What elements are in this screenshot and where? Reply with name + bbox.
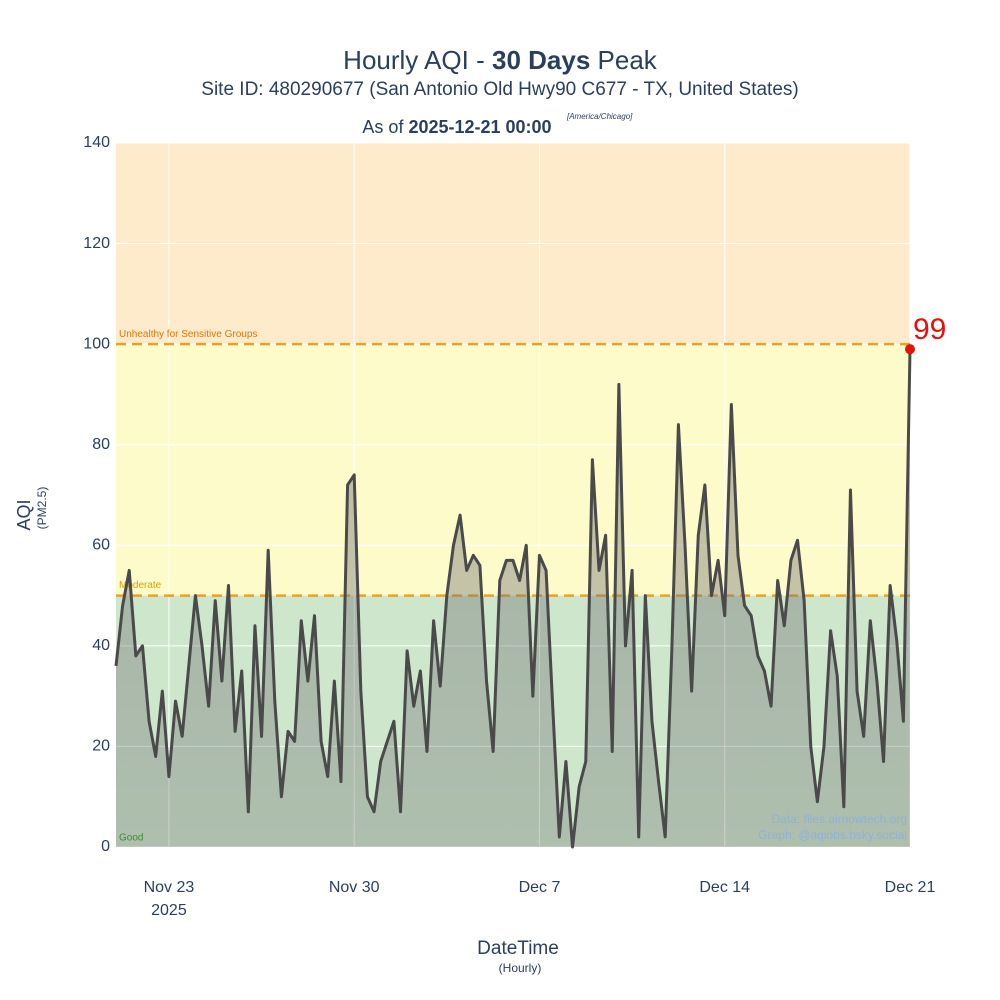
as-of-part: 2025-12-21 00:00: [408, 117, 551, 137]
y-tick-label: 100: [83, 335, 110, 352]
x-tick-year: 2025: [151, 902, 187, 919]
timezone: [America/Chicago]: [566, 112, 633, 121]
x-tick-label: Dec 7: [519, 879, 561, 896]
y-tick-label: 40: [92, 637, 110, 654]
y-tick-label: 140: [83, 134, 110, 151]
band-label: Moderate: [119, 580, 162, 591]
as-of: As of 2025-12-21 00:00: [362, 117, 551, 137]
x-subtitle: (Hourly): [499, 961, 542, 975]
title-part: Hourly AQI -: [343, 45, 492, 75]
y-subtitle: (PM2.5): [35, 487, 49, 530]
peak-point: [905, 344, 915, 355]
line: [114, 349, 912, 849]
subtitle: Site ID: 480290677 (San Antonio Old Hwy9…: [201, 79, 798, 100]
x-tick-label: Nov 30: [329, 879, 380, 896]
y-tick-label: 80: [92, 436, 110, 453]
peak-label: 99: [913, 313, 946, 346]
x-tick-label: Dec 14: [699, 879, 750, 896]
band-label: Unhealthy for Sensitive Groups: [119, 329, 257, 340]
y-title: AQI: [14, 499, 34, 530]
title-part: Peak: [590, 45, 657, 75]
aqi-band: [116, 344, 910, 596]
y-tick-label: 0: [101, 838, 110, 855]
as-of-part: As of: [362, 117, 408, 137]
chart-title: Hourly AQI - 30 Days Peak: [343, 45, 658, 75]
title-part: 30 Days: [492, 45, 590, 75]
x-tick-label: Nov 23: [144, 879, 195, 896]
x-title: DateTime: [477, 938, 559, 959]
credit: Data: files.airnowtech.org: [772, 812, 907, 826]
x-tick-label: Dec 21: [885, 879, 936, 896]
y-tick-label: 120: [83, 235, 110, 252]
plot: [114, 344, 915, 849]
area: [116, 349, 910, 847]
credit: Graph: @aqiobs.bsky.social: [758, 828, 907, 842]
y-tick-label: 20: [92, 738, 110, 755]
y-tick-label: 60: [92, 537, 110, 554]
